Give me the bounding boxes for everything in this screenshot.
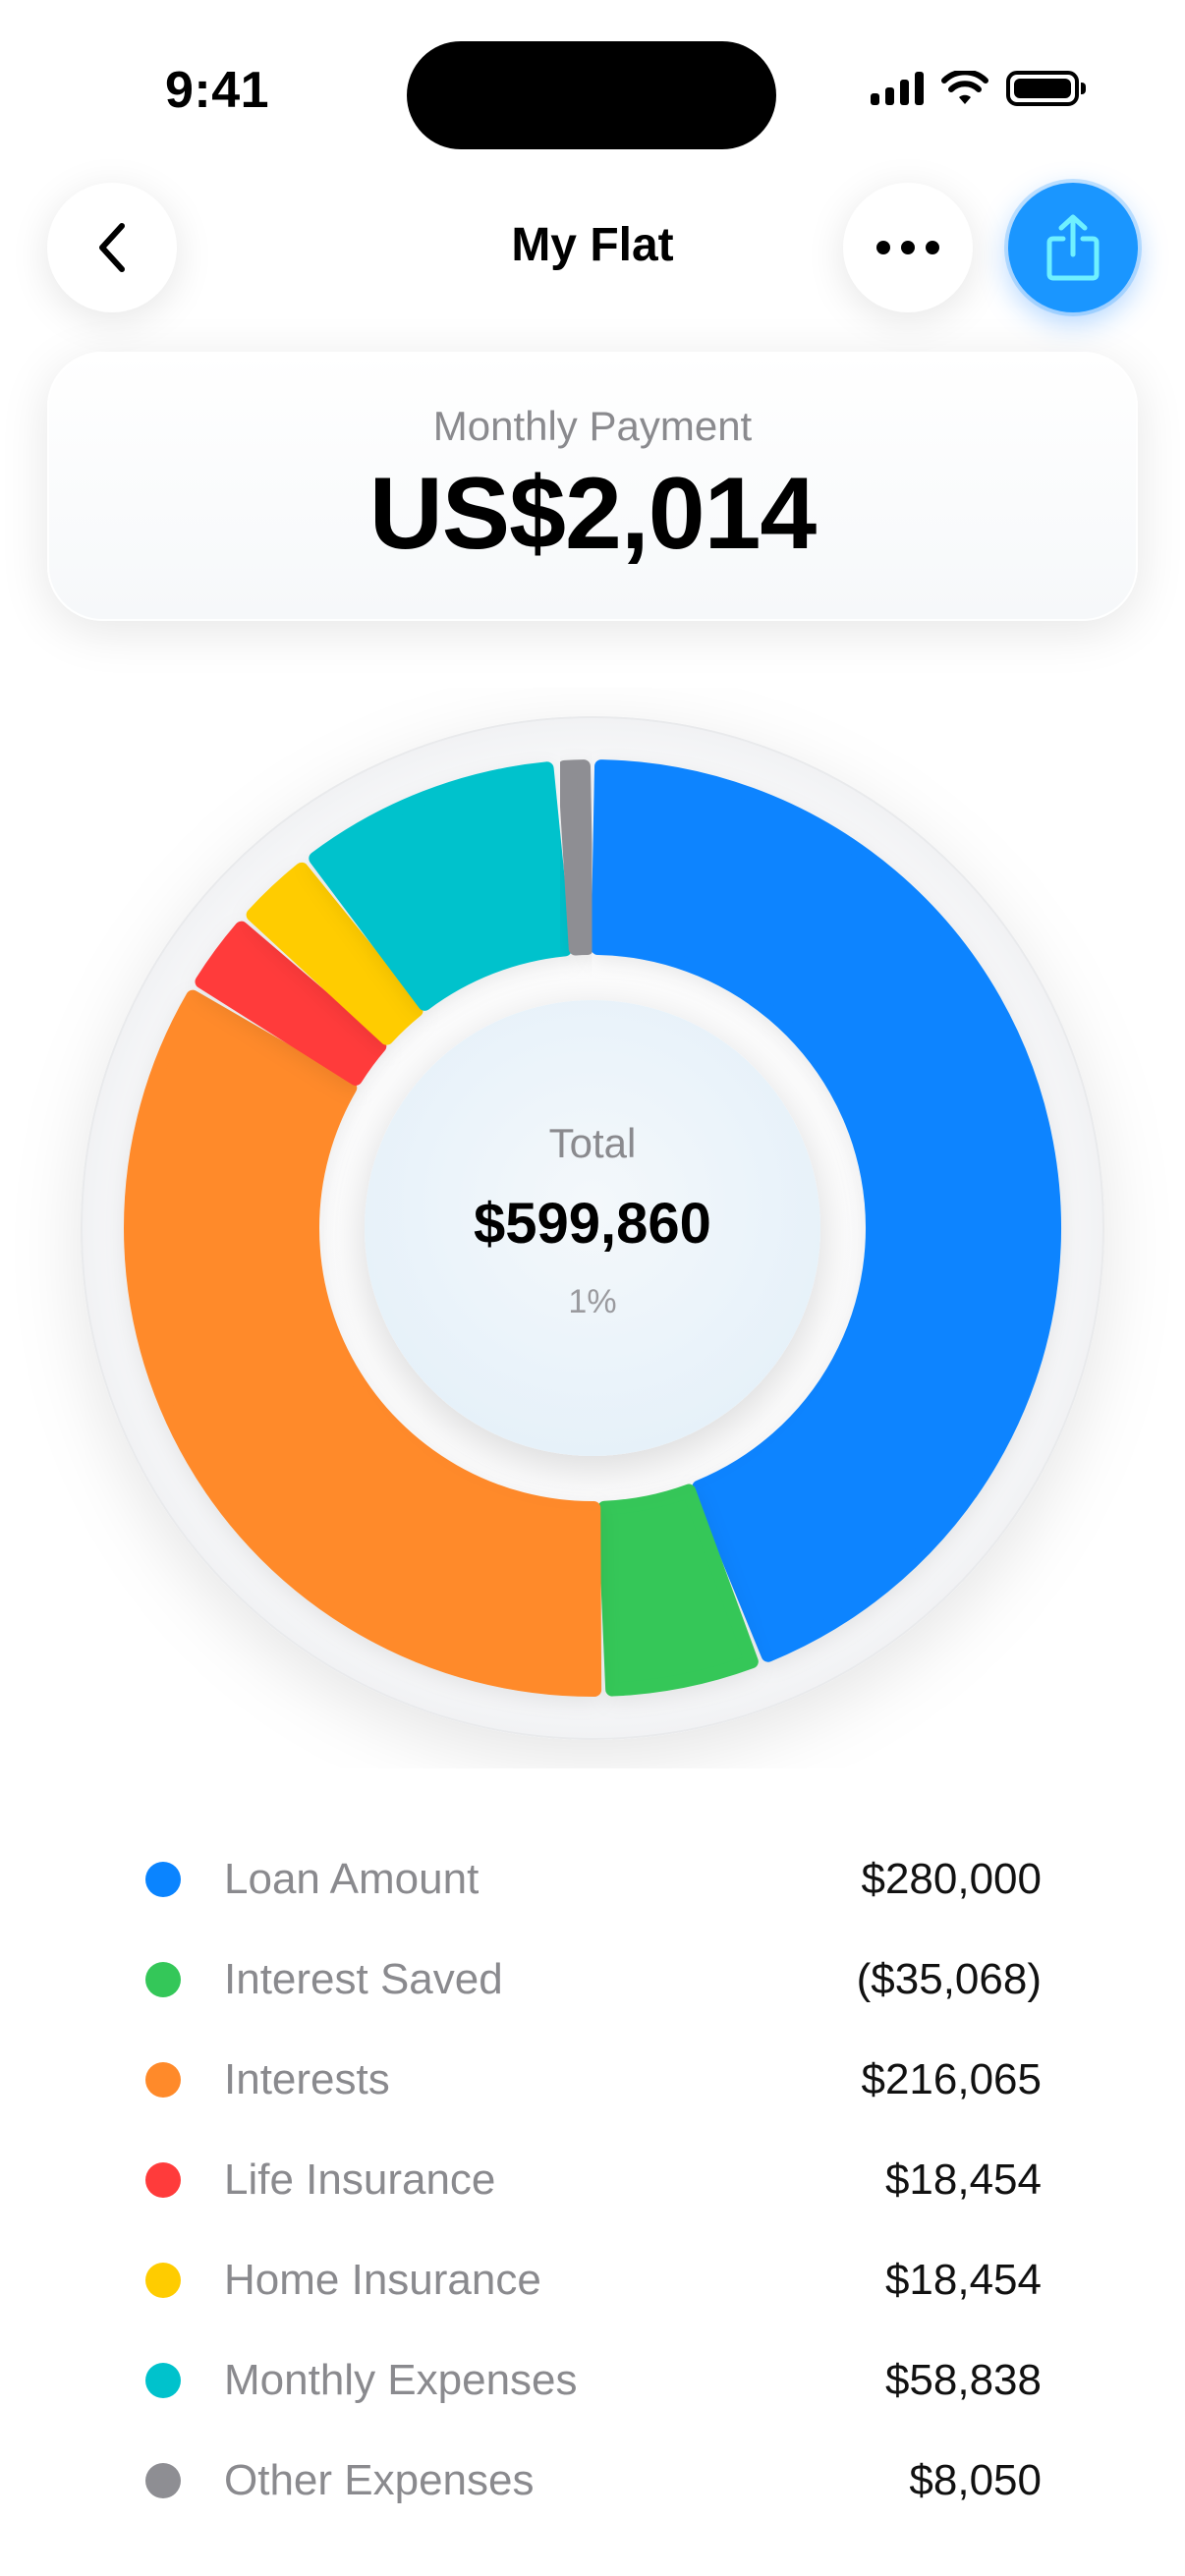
legend-label: Monthly Expenses (224, 2356, 578, 2404)
legend-label: Interest Saved (224, 1955, 503, 2003)
wifi-icon (941, 71, 988, 104)
status-bar: 9:41 (0, 0, 1185, 187)
total-value: $599,860 (474, 1192, 711, 1256)
chevron-left-icon (99, 223, 125, 272)
chart-segment-other-expenses[interactable] (557, 759, 594, 956)
status-time: 9:41 (165, 62, 270, 119)
monthly-payment-label: Monthly Payment (432, 403, 753, 449)
cellular-signal-icon (871, 72, 924, 105)
chart-segment-interest-saved[interactable] (597, 1484, 759, 1697)
legend-value: $18,454 (884, 2156, 1042, 2204)
chart-segments (124, 759, 1061, 1698)
legend-item-monthly-expenses[interactable]: Monthly Expenses $58,838 (145, 2348, 1042, 2448)
chart-center-disc (365, 1000, 820, 1456)
chart-segment-loan-amount[interactable] (591, 759, 1061, 1662)
legend-color-dot (145, 2263, 181, 2298)
legend-value: $18,454 (884, 2256, 1042, 2304)
legend-value: $58,838 (884, 2356, 1042, 2404)
donut-chart: Total $599,860 1% (0, 688, 1185, 1768)
legend-value: $280,000 (861, 1855, 1042, 1903)
legend-value: $216,065 (861, 2055, 1042, 2103)
more-button[interactable] (843, 183, 973, 312)
legend-item-home-insurance[interactable]: Home Insurance $18,454 (145, 2248, 1042, 2348)
legend-item-interest-saved[interactable]: Interest Saved ($35,068) (145, 1947, 1042, 2047)
chart-segment-life-insurance[interactable] (195, 921, 387, 1086)
legend-color-dot (145, 1862, 181, 1897)
share-button[interactable] (1008, 183, 1138, 312)
status-icons (871, 71, 1086, 106)
donut-chart-svg (81, 716, 1104, 1740)
legend-item-life-insurance[interactable]: Life Insurance $18,454 (145, 2148, 1042, 2248)
chart-segment-interests[interactable] (124, 989, 602, 1698)
legend-label: Home Insurance (224, 2256, 541, 2304)
chart-segment-monthly-expenses[interactable] (309, 761, 572, 1011)
legend-label: Interests (224, 2055, 390, 2103)
page-title: My Flat (511, 219, 674, 271)
legend-label: Other Expenses (224, 2456, 535, 2504)
chart-segment-home-insurance[interactable] (246, 862, 423, 1045)
legend-value: ($35,068) (856, 1955, 1042, 2003)
share-icon (1046, 214, 1100, 281)
battery-icon (1006, 71, 1086, 106)
back-button[interactable] (47, 183, 177, 312)
legend-color-dot (145, 1962, 181, 1997)
ellipsis-icon (876, 241, 939, 254)
legend-label: Loan Amount (224, 1855, 480, 1903)
legend-color-dot (145, 2363, 181, 2398)
legend-item-other-expenses[interactable]: Other Expenses $8,050 (145, 2448, 1042, 2548)
legend-color-dot (145, 2062, 181, 2098)
legend-item-loan-amount[interactable]: Loan Amount $280,000 (145, 1847, 1042, 1947)
dynamic-island (407, 41, 776, 149)
legend-label: Life Insurance (224, 2156, 496, 2204)
monthly-payment-value: US$2,014 (368, 457, 818, 571)
legend: Loan Amount $280,000 Interest Saved ($35,06… (145, 1847, 1042, 2548)
nav-bar: My Flat (0, 177, 1185, 324)
legend-value: $8,050 (909, 2456, 1042, 2504)
monthly-payment-card: Monthly Payment US$2,014 (47, 352, 1138, 621)
total-label: Total (548, 1120, 637, 1166)
legend-item-interests[interactable]: Interests $216,065 (145, 2047, 1042, 2148)
legend-color-dot (145, 2162, 181, 2198)
legend-color-dot (145, 2463, 181, 2498)
total-percent: 1% (568, 1283, 617, 1320)
